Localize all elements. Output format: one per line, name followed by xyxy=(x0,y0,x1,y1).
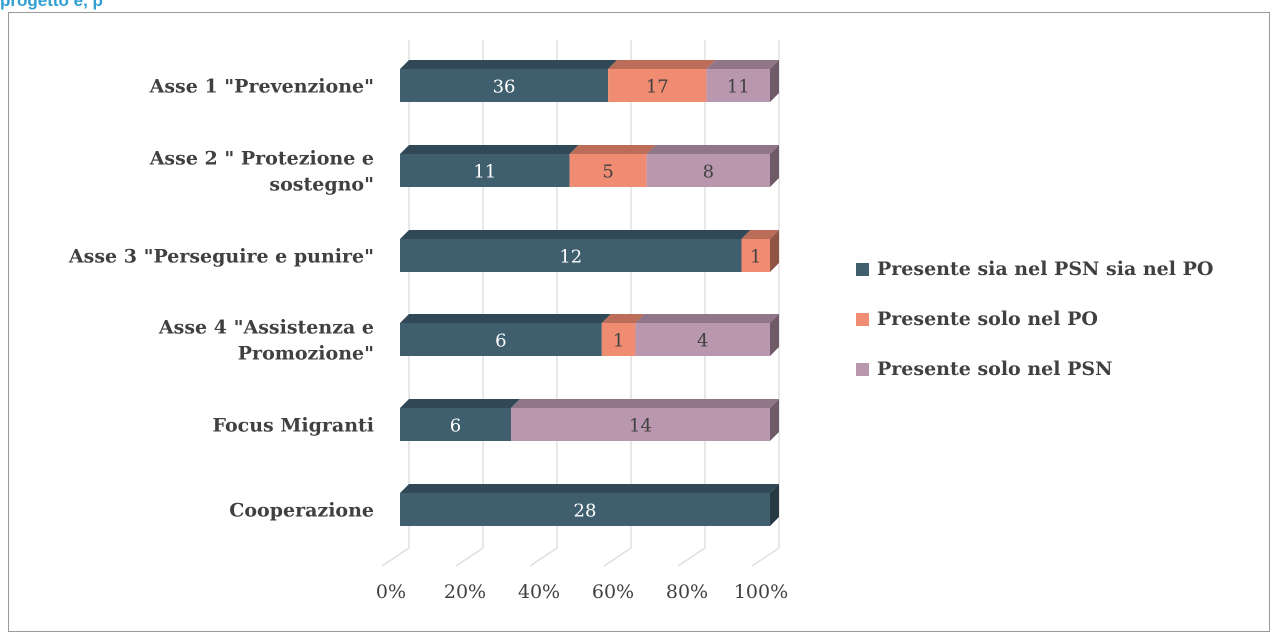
data-label: 1 xyxy=(613,331,624,352)
x-tick-label: 20% xyxy=(444,581,486,603)
bar-segment xyxy=(646,154,770,187)
bar-segment xyxy=(400,408,511,441)
data-label: 17 xyxy=(646,77,669,98)
chart-legend: Presente sia nel PSN sia nel PO Presente… xyxy=(856,244,1213,394)
bar-top-face xyxy=(400,314,611,323)
bar-top-face xyxy=(400,399,520,408)
bar-top-face xyxy=(400,230,751,239)
bar-side-face xyxy=(770,399,779,441)
bar-top-face xyxy=(511,399,779,408)
bar-segment xyxy=(601,323,636,356)
bar-side-face xyxy=(770,60,779,102)
bar-top-face xyxy=(601,314,645,323)
bar-top-face xyxy=(741,230,779,239)
bar-side-face xyxy=(770,145,779,187)
category-label: Asse 1 "Prevenzione" xyxy=(149,76,374,98)
bar-top-face xyxy=(569,145,656,154)
bar-segment xyxy=(400,493,770,526)
bar-top-face xyxy=(400,145,579,154)
x-tick-label: 80% xyxy=(666,581,708,603)
data-label: 4 xyxy=(697,331,708,352)
category-label: Focus Migranti xyxy=(213,415,374,437)
category-label: Cooperazione xyxy=(229,500,374,522)
legend-item-both: Presente sia nel PSN sia nel PO xyxy=(856,244,1213,294)
heading-fragment: progetto e, p xyxy=(0,0,103,10)
data-label: 8 xyxy=(703,162,714,183)
data-label: 11 xyxy=(727,77,750,98)
data-label: 36 xyxy=(493,77,516,98)
bar-segment xyxy=(400,323,602,356)
data-label: 11 xyxy=(473,162,496,183)
category-label-line: sostegno" xyxy=(269,174,374,196)
bar-top-face xyxy=(635,314,779,323)
category-label-line: Asse 1 "Prevenzione" xyxy=(149,76,374,98)
data-label: 12 xyxy=(559,247,582,268)
floor-gridline xyxy=(381,547,410,567)
bar-segment xyxy=(400,239,742,272)
category-label: Asse 3 "Perseguire e punire" xyxy=(68,246,374,268)
legend-label-both: Presente sia nel PSN sia nel PO xyxy=(877,258,1214,280)
bar-top-face xyxy=(706,60,779,69)
bar-side-face xyxy=(770,484,779,526)
legend-swatch-both xyxy=(856,262,869,276)
bar-segment xyxy=(635,323,770,356)
bar-segment xyxy=(706,69,770,102)
legend-swatch-po xyxy=(856,312,869,326)
bar-top-face xyxy=(400,484,779,493)
bar-top-face xyxy=(646,145,779,154)
bar-segment xyxy=(400,69,609,102)
x-tick-label: 40% xyxy=(518,581,560,603)
data-label: 6 xyxy=(495,331,506,352)
category-label-line: Asse 4 "Assistenza e xyxy=(158,317,374,339)
bar-side-face xyxy=(770,314,779,356)
x-tick-label: 60% xyxy=(592,581,634,603)
data-label: 6 xyxy=(450,416,461,437)
bar-top-face xyxy=(608,60,716,69)
legend-item-po: Presente solo nel PO xyxy=(856,294,1213,344)
bar-segment xyxy=(741,239,770,272)
bar-top-face xyxy=(400,60,618,69)
legend-swatch-psn xyxy=(856,362,869,376)
category-label-line: Promozione" xyxy=(238,343,374,365)
floor-gridline xyxy=(529,547,558,567)
bar-segment xyxy=(511,408,770,441)
legend-label-po: Presente solo nel PO xyxy=(877,308,1098,330)
category-label: Asse 4 "Assistenza e Promozione" xyxy=(158,317,374,365)
bar-side-face xyxy=(770,230,779,272)
category-label-line: Asse 2 " Protezione e xyxy=(149,148,374,170)
bar-segment xyxy=(608,69,707,102)
bar-segment xyxy=(569,154,647,187)
category-label-line: Asse 3 "Perseguire e punire" xyxy=(68,246,374,268)
data-label: 14 xyxy=(629,416,652,437)
data-label: 1 xyxy=(750,247,761,268)
data-label: 5 xyxy=(602,162,613,183)
legend-item-psn: Presente solo nel PSN xyxy=(856,344,1213,394)
bar-segment xyxy=(400,154,570,187)
category-label-line: Cooperazione xyxy=(229,500,374,522)
x-tick-label: 100% xyxy=(734,581,788,603)
data-label: 28 xyxy=(574,501,597,522)
category-label-line: Focus Migranti xyxy=(213,415,374,437)
floor-gridline xyxy=(603,547,632,567)
floor-gridline xyxy=(455,547,484,567)
x-tick-label: 0% xyxy=(376,581,406,603)
stacked-bar-chart: 0% 20% 40% 60% 80% 100% Asse 1 "Prevenzione" As… xyxy=(68,40,788,603)
legend-label-psn: Presente solo nel PSN xyxy=(877,358,1113,380)
floor-gridline xyxy=(751,547,780,567)
floor-gridline xyxy=(677,547,706,567)
category-label: Asse 2 " Protezione e sostegno" xyxy=(149,148,374,196)
